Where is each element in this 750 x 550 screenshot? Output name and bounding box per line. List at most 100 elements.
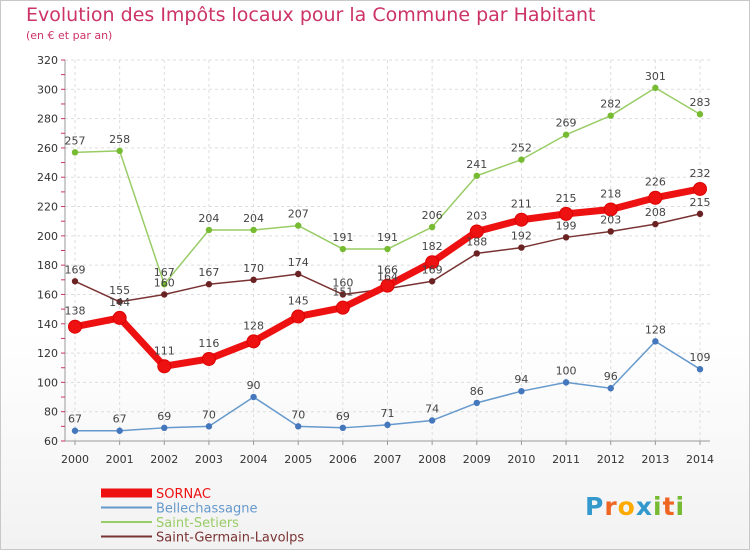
- data-label-saint-setiers: 283: [690, 96, 711, 109]
- logo-letter: i: [675, 492, 686, 521]
- x-tick-label: 2006: [329, 453, 357, 466]
- data-point-saint-setiers: [384, 245, 391, 253]
- y-tick-label: 160: [37, 288, 58, 301]
- data-point-saint-germain-lavolps: [518, 244, 525, 251]
- data-label-sornac: 144: [109, 296, 130, 309]
- data-label-bellechassagne: 67: [113, 413, 127, 426]
- data-point-sornac: [157, 359, 172, 374]
- x-tick-label: 2009: [463, 453, 491, 466]
- y-tick-label: 300: [37, 83, 58, 96]
- data-point-saint-germain-lavolps: [428, 278, 436, 285]
- legend-label-bellechassagne: Bellechassagne: [156, 502, 258, 517]
- data-point-saint-setiers: [116, 147, 123, 155]
- data-label-saint-germain-lavolps: 188: [466, 235, 487, 248]
- data-point-saint-setiers: [473, 172, 480, 179]
- data-label-sornac: 138: [65, 305, 86, 318]
- data-point-bellechassagne: [384, 421, 391, 429]
- y-tick-label: 220: [37, 201, 58, 214]
- data-label-sornac: 215: [556, 192, 577, 205]
- data-point-saint-setiers: [696, 111, 704, 118]
- logo-letter: o: [617, 492, 636, 521]
- data-label-bellechassagne: 67: [68, 413, 82, 426]
- data-point-saint-germain-lavolps: [562, 234, 570, 241]
- data-point-sornac: [380, 278, 395, 293]
- data-label-bellechassagne: 71: [381, 407, 395, 420]
- data-point-sornac: [335, 300, 350, 315]
- data-label-saint-germain-lavolps: 169: [65, 263, 86, 276]
- x-tick-label: 2011: [552, 453, 580, 466]
- data-point-saint-germain-lavolps: [473, 250, 480, 257]
- data-point-bellechassagne: [339, 424, 347, 432]
- data-label-bellechassagne: 86: [470, 385, 484, 398]
- data-label-sornac: 111: [154, 344, 175, 357]
- data-point-sornac: [469, 224, 484, 239]
- data-point-bellechassagne: [652, 338, 659, 345]
- data-point-bellechassagne: [518, 387, 525, 395]
- data-point-saint-germain-lavolps: [295, 270, 302, 278]
- data-label-saint-germain-lavolps: 164: [377, 271, 398, 284]
- data-point-saint-germain-lavolps: [250, 276, 257, 284]
- data-label-saint-setiers: 206: [422, 209, 443, 222]
- x-tick-label: 2004: [240, 453, 268, 466]
- logo-letter: i: [653, 492, 663, 521]
- x-tick-label: 2013: [641, 453, 669, 466]
- data-point-saint-setiers: [607, 112, 614, 119]
- data-label-bellechassagne: 128: [645, 323, 666, 336]
- y-tick-label: 100: [37, 376, 58, 389]
- data-label-saint-germain-lavolps: 169: [422, 263, 443, 276]
- data-point-saint-setiers: [518, 156, 525, 163]
- data-label-bellechassagne: 100: [556, 364, 577, 377]
- data-label-saint-setiers: 282: [600, 98, 621, 111]
- y-tick-label: 260: [37, 142, 58, 155]
- data-label-saint-setiers: 207: [288, 208, 309, 221]
- data-label-bellechassagne: 69: [157, 410, 171, 423]
- data-point-bellechassagne: [295, 423, 302, 430]
- y-tick-label: 60: [44, 435, 58, 448]
- y-tick-label: 320: [37, 54, 58, 67]
- data-point-saint-setiers: [339, 245, 347, 253]
- x-tick-label: 2012: [597, 453, 625, 466]
- legend: SORNACBellechassagneSaint-SetiersSaint-G…: [101, 487, 304, 546]
- x-tick-label: 2014: [686, 453, 714, 466]
- data-point-saint-germain-lavolps: [696, 210, 704, 218]
- data-point-saint-germain-lavolps: [652, 220, 659, 228]
- data-point-saint-setiers: [161, 281, 168, 288]
- legend-label-saint-germain-lavolps: Saint-Germain-Lavolps: [156, 531, 304, 546]
- data-label-saint-setiers: 191: [377, 231, 398, 244]
- data-label-bellechassagne: 96: [604, 370, 618, 383]
- data-label-sornac: 218: [600, 187, 621, 200]
- series-bellechassagne: [71, 338, 704, 434]
- data-point-bellechassagne: [473, 399, 480, 407]
- y-tick-label: 200: [37, 230, 58, 243]
- chart-subtitle: (en € et par an): [26, 29, 113, 42]
- data-label-sornac: 203: [466, 209, 487, 222]
- data-label-saint-setiers: 191: [332, 231, 353, 244]
- logo-letter: r: [604, 492, 618, 521]
- data-point-saint-setiers: [295, 222, 302, 229]
- data-label-saint-setiers: 204: [243, 212, 264, 225]
- axes: 60 80 100 120 140 160 180 200 220 240 260 280 300 320…: [37, 54, 714, 466]
- data-label-saint-germain-lavolps: 167: [198, 266, 219, 279]
- data-point-saint-setiers: [652, 84, 659, 92]
- data-point-sornac: [425, 255, 440, 270]
- data-point-saint-setiers: [428, 223, 436, 231]
- data-label-sornac: 151: [332, 286, 353, 299]
- proxiti-logo: Proxiti: [585, 492, 685, 521]
- data-label-saint-setiers: 204: [198, 212, 219, 225]
- data-point-bellechassagne: [250, 393, 257, 401]
- data-point-bellechassagne: [428, 417, 436, 424]
- series-saint-setiers: [71, 84, 704, 288]
- data-label-saint-setiers: 241: [466, 158, 487, 171]
- data-point-bellechassagne: [161, 424, 168, 432]
- data-point-sornac: [693, 181, 707, 196]
- data-point-saint-germain-lavolps: [116, 298, 123, 305]
- data-label-bellechassagne: 94: [514, 373, 528, 386]
- data-point-sornac: [648, 190, 663, 205]
- data-point-bellechassagne: [562, 379, 570, 386]
- data-point-saint-setiers: [250, 226, 257, 234]
- x-tick-label: 2007: [374, 453, 402, 466]
- series-sornac: [68, 181, 707, 374]
- logo-letter: t: [662, 492, 676, 521]
- data-point-bellechassagne: [116, 427, 123, 434]
